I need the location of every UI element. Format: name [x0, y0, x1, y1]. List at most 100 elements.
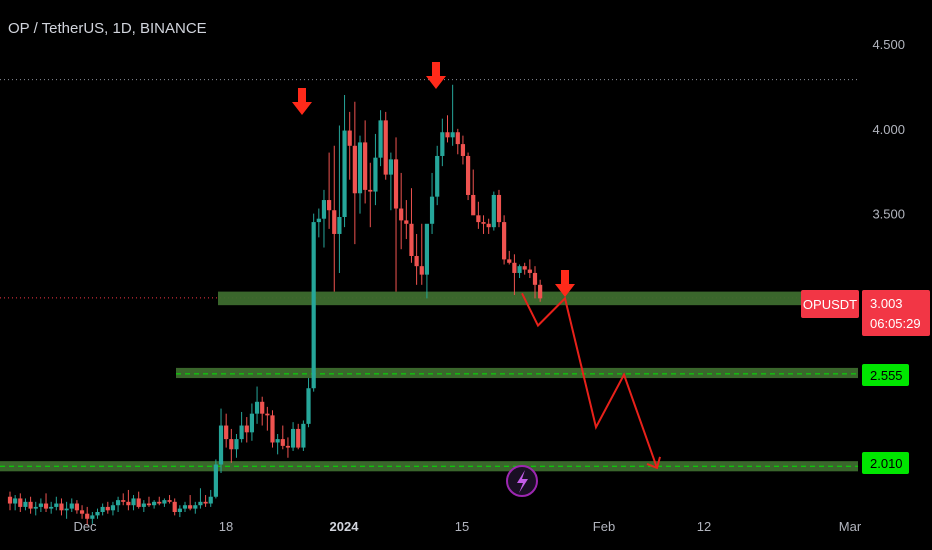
candle-body: [85, 513, 90, 519]
candle-body: [327, 200, 332, 211]
candle: [460, 135, 466, 165]
candle: [352, 101, 357, 245]
candle-body: [507, 259, 512, 263]
candle: [141, 500, 146, 512]
candle-body: [136, 498, 141, 507]
projection-path: [521, 292, 661, 470]
candle: [249, 403, 255, 441]
candle: [79, 505, 85, 519]
candle-body: [239, 425, 244, 440]
candle-body: [146, 503, 152, 506]
candle: [368, 162, 373, 228]
candle-body: [152, 501, 157, 506]
candle-body: [368, 189, 373, 192]
candle: [496, 189, 502, 228]
candle-body: [162, 500, 167, 504]
candle: [321, 189, 327, 248]
candle: [69, 498, 74, 512]
candle: [388, 152, 393, 211]
candle-body: [491, 194, 496, 228]
candle-body: [496, 194, 502, 223]
y-tick-label: 4.500: [872, 37, 905, 52]
candle-body: [342, 130, 347, 218]
level-tag-2010: 2.010: [862, 452, 909, 474]
candle: [49, 501, 54, 514]
candle-body: [373, 157, 378, 192]
candle: [342, 94, 347, 228]
candle-body: [435, 155, 440, 197]
x-tick-label: 18: [219, 519, 233, 534]
x-tick-label: 12: [697, 519, 711, 534]
candle-body: [424, 223, 430, 275]
candle-body: [517, 266, 522, 273]
level-tag-2555-text: 2.555: [870, 368, 903, 383]
candle-body: [23, 501, 28, 507]
zone-resistance-turned-support: [218, 291, 858, 306]
candle-body: [95, 512, 100, 516]
candle-body: [49, 506, 54, 509]
candle: [239, 411, 244, 443]
candle-body: [393, 159, 399, 209]
candle: [373, 133, 378, 206]
candle: [306, 378, 311, 428]
y-tick-label: 4.000: [872, 122, 905, 137]
candle: [481, 215, 486, 234]
candle-body: [121, 500, 126, 502]
candle: [213, 459, 218, 499]
candle: [136, 491, 141, 509]
candle: [90, 512, 95, 524]
candle-body: [177, 508, 182, 512]
candle: [105, 501, 110, 514]
candle: [64, 501, 69, 519]
candle: [95, 508, 100, 519]
candle: [85, 506, 90, 526]
down-arrow-icon: [555, 270, 575, 297]
candle-body: [90, 515, 95, 519]
y-tick-label: 3.500: [872, 207, 905, 222]
x-tick-label: Mar: [839, 519, 862, 534]
candle-body: [234, 439, 239, 450]
candle-body: [280, 439, 285, 446]
x-tick-label: Feb: [593, 519, 615, 534]
candle-body: [188, 505, 193, 509]
candle: [347, 111, 352, 180]
candle: [409, 188, 414, 263]
candle-body: [465, 155, 471, 195]
candle: [414, 233, 419, 285]
candle-body: [208, 496, 213, 504]
candle-body: [476, 215, 481, 223]
candle-body: [285, 445, 291, 448]
y-axis: 4.500 4.000 3.500: [872, 37, 905, 222]
candles: [7, 84, 543, 526]
candle: [301, 420, 306, 451]
candle-body: [404, 220, 409, 224]
candle: [146, 496, 152, 507]
candle-body: [527, 269, 532, 273]
candle-body: [265, 413, 270, 416]
candle: [74, 500, 80, 514]
candle: [234, 434, 239, 458]
candle: [450, 84, 455, 146]
candle: [532, 266, 538, 299]
candle: [131, 495, 136, 511]
candle-body: [538, 284, 543, 299]
candle: [363, 120, 368, 204]
candle: [455, 128, 460, 155]
candle: [491, 191, 496, 231]
price-tag: OPUSDT 3.003 06:05:29: [801, 290, 930, 336]
candle: [33, 501, 38, 516]
candle: [167, 495, 172, 504]
candle-body: [270, 415, 275, 443]
candle-body: [224, 425, 229, 440]
candle: [193, 501, 198, 514]
candle-body: [131, 498, 136, 506]
candle: [327, 152, 332, 229]
candle: [177, 505, 182, 518]
candle-body: [182, 505, 188, 509]
candle-body: [486, 223, 491, 228]
price-tag-countdown: 06:05:29: [870, 316, 921, 331]
lightning-icon[interactable]: [506, 465, 538, 497]
candle-body: [332, 210, 337, 234]
candle-body: [198, 501, 203, 506]
